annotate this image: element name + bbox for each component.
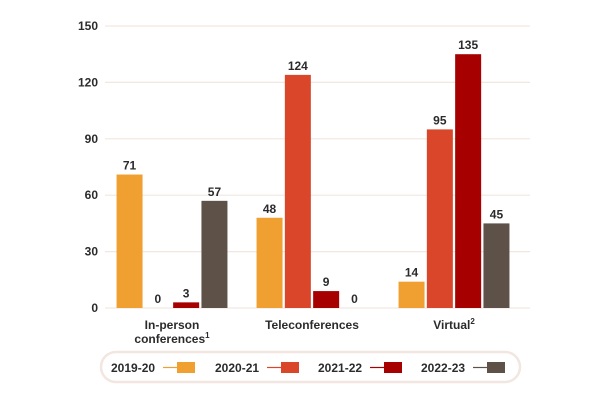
data-label: 57 [208,185,222,199]
data-label: 14 [405,266,419,280]
legend: 2019-20 2020-21 2021-22 2022-23 [99,350,522,384]
bar-2019-20-0 [116,174,143,308]
y-tick-label: 90 [85,132,99,146]
legend-label: 2021-22 [318,361,362,375]
category-label: Teleconferences [265,318,359,332]
legend-box [99,350,522,384]
data-label: 135 [458,38,478,52]
data-label: 9 [323,275,330,289]
bar-2021-22-0 [173,302,200,308]
bar-2021-22-1 [313,291,340,308]
legend-label: 2020-21 [215,361,259,375]
y-tick-label: 0 [91,301,98,315]
bar-2022-23-2 [483,223,510,308]
legend-label: 2022-23 [421,361,465,375]
data-label: 0 [155,292,162,306]
legend-swatch [177,362,195,373]
bar-2019-20-2 [398,281,425,308]
data-label: 71 [123,159,137,173]
data-label: 124 [288,59,308,73]
data-label: 0 [351,292,358,306]
bar-2020-21-2 [426,129,453,308]
bars-layer [116,54,510,309]
labels-layer: 0 30 60 90 120 150 71 48 14 0 124 95 3 9 135 57 0 45 In-pe… [78,19,503,346]
data-label: 48 [263,202,277,216]
legend-swatch [281,362,299,373]
category-label: In-person [145,318,200,332]
category-label: Virtual2 [433,317,475,332]
data-label: 3 [183,286,190,300]
bar-2022-23-0 [201,200,228,308]
y-tick-label: 150 [78,19,98,33]
y-tick-label: 30 [85,245,99,259]
bar-2021-22-2 [455,54,482,309]
data-label: 95 [433,113,447,127]
legend-label: 2019-20 [111,361,155,375]
data-label: 45 [490,207,504,221]
y-tick-label: 120 [78,75,98,89]
y-tick-label: 60 [85,188,99,202]
category-label-line2: conferences1 [134,331,210,346]
bar-2020-21-1 [284,74,311,308]
bar-2019-20-1 [256,217,283,308]
legend-swatch [384,362,402,373]
legend-swatch [487,362,505,373]
